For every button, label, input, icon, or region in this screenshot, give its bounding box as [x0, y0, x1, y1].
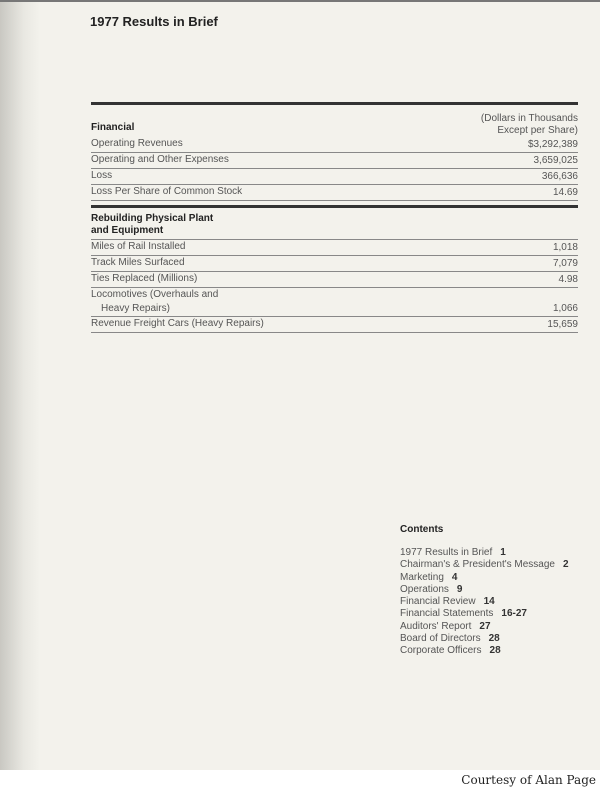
table-row: Ties Replaced (Millions) 4.98: [91, 272, 578, 288]
contents-label: Financial Review: [400, 596, 476, 608]
financial-table: Financial (Dollars in Thousands Except p…: [91, 102, 578, 201]
contents-label: Auditors' Report: [400, 620, 472, 632]
row-value: $3,292,389: [527, 139, 578, 150]
contents-item: Auditors' Report 27: [400, 621, 569, 633]
row-label: Miles of Rail Installed: [91, 241, 186, 252]
row-label: Ties Replaced (Millions): [91, 273, 198, 284]
contents-label: Operations: [400, 583, 449, 595]
contents-label: Corporate Officers: [400, 645, 482, 657]
contents-page: 27: [479, 620, 491, 632]
row-value: 1,018: [552, 242, 578, 253]
contents-page: 4: [451, 571, 458, 583]
row-label: Locomotives (Overhauls and: [91, 289, 219, 300]
contents-item: Financial Review 14: [400, 596, 569, 608]
row-label: Loss Per Share of Common Stock: [91, 186, 243, 197]
financial-heading: Financial: [91, 122, 135, 133]
rebuilding-table: Rebuilding Physical Plant and Equipment …: [91, 205, 578, 333]
table-row: Track Miles Surfaced 7,079: [91, 256, 578, 272]
contents-page: 16-27: [501, 608, 527, 620]
row-label: Operating and Other Expenses: [91, 154, 229, 165]
contents: Contents 1977 Results in Brief 1 Chairman'…: [400, 524, 569, 658]
row-value: 14.69: [552, 187, 578, 198]
row-value: 3,659,025: [533, 155, 579, 166]
row-value: 7,079: [552, 258, 578, 269]
row-value: 366,636: [541, 171, 578, 182]
table-row: Operating Revenues $3,292,389: [91, 137, 578, 153]
page-title: 1977 Results in Brief: [90, 14, 218, 29]
contents-heading: Contents: [400, 524, 444, 535]
footer: Courtesy of Alan Page: [0, 770, 600, 791]
thick-rule: [91, 102, 578, 105]
heading-line: and Equipment: [91, 225, 164, 236]
contents-label: Marketing: [400, 571, 444, 583]
table-row: Miles of Rail Installed 1,018: [91, 240, 578, 256]
units-note: (Dollars in Thousands Except per Share): [481, 113, 578, 137]
contents-item: Marketing 4: [400, 572, 569, 584]
row-label: Operating Revenues: [91, 138, 183, 149]
table-row: Locomotives (Overhauls and Heavy Repairs)…: [91, 288, 578, 317]
heading-line: Rebuilding Physical Plant: [91, 213, 214, 224]
table-row: Operating and Other Expenses 3,659,025: [91, 153, 578, 169]
contents-item: Financial Statements 16-27: [400, 608, 569, 620]
contents-item: Operations 9: [400, 584, 569, 596]
contents-item: Corporate Officers 28: [400, 645, 569, 657]
page-edge: [0, 0, 600, 2]
contents-label: 1977 Results in Brief: [400, 547, 493, 558]
contents-item: 1977 Results in Brief 1: [400, 547, 569, 559]
row-value: 15,659: [547, 319, 578, 330]
page-shadow: [0, 0, 40, 791]
table-row: Loss 366,636: [91, 169, 578, 185]
contents-page: 28: [488, 633, 500, 645]
contents-page: 9: [456, 583, 463, 595]
contents-item: Board of Directors 28: [400, 633, 569, 645]
contents-label: Financial Statements: [400, 608, 494, 620]
units-line: (Dollars in Thousands: [480, 113, 578, 124]
contents-label: Chairman's & President's Message: [400, 559, 555, 571]
table-row: Revenue Freight Cars (Heavy Repairs) 15,6…: [91, 317, 578, 333]
contents-page: 1: [500, 547, 506, 558]
row-label-cont: Heavy Repairs): [101, 303, 170, 314]
units-line: Except per Share): [497, 125, 578, 136]
row-value: 1,066: [552, 303, 578, 314]
row-label: Track Miles Surfaced: [91, 257, 185, 268]
row-value: 4.98: [558, 274, 578, 285]
contents-page: 28: [489, 645, 501, 657]
contents-item: Chairman's & President's Message 2: [400, 559, 569, 571]
contents-page: 2: [563, 559, 569, 571]
row-label: Loss: [91, 170, 113, 181]
table-row: Loss Per Share of Common Stock 14.69: [91, 185, 578, 201]
contents-page: 14: [483, 596, 495, 608]
contents-label: Board of Directors: [400, 633, 481, 645]
thick-rule: [91, 205, 578, 208]
row-label: Revenue Freight Cars (Heavy Repairs): [91, 318, 264, 329]
rebuilding-heading: Rebuilding Physical Plant and Equipment: [91, 208, 578, 240]
courtesy-credit: Courtesy of Alan Page: [461, 773, 596, 787]
